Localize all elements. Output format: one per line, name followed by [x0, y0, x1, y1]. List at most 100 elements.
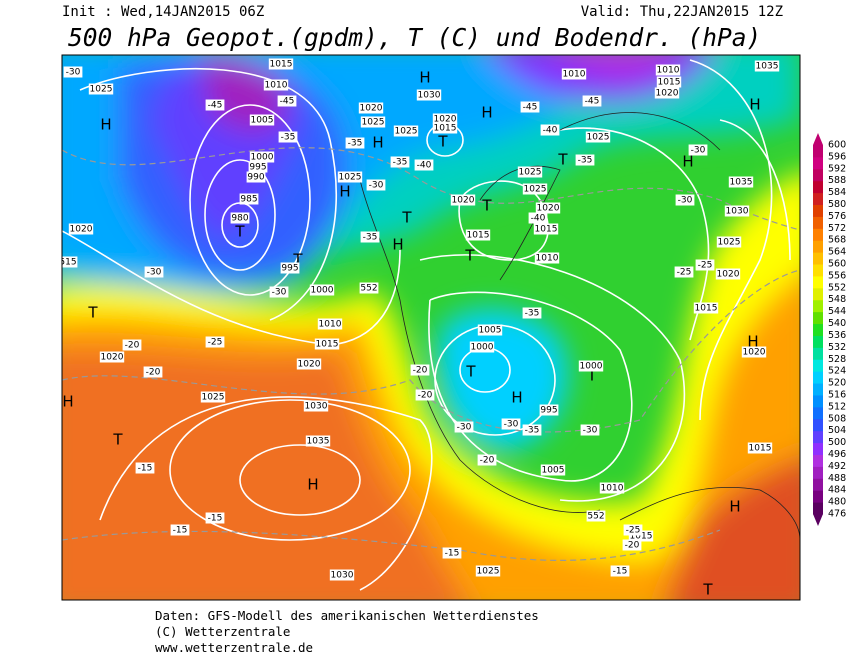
contour-label: 1030 — [331, 571, 354, 581]
colorbar-label: 500 — [828, 437, 846, 448]
colorbar-swatch — [813, 466, 823, 479]
colorbar-label: 532 — [828, 342, 846, 353]
contour-label: 1025 — [477, 567, 500, 577]
footer-line: Daten: GFS-Modell des amerikanischen Wet… — [155, 608, 539, 623]
label-box — [522, 424, 542, 436]
label-box — [575, 154, 595, 166]
contour-label: 1020 — [656, 89, 679, 99]
label-box — [277, 95, 297, 107]
label-box — [578, 360, 604, 372]
contour-label: 1000 — [580, 362, 603, 372]
contour-label: 1025 — [519, 168, 542, 178]
label-box — [416, 89, 442, 101]
contour-label: 1005 — [542, 466, 565, 476]
map-frame — [61, 54, 801, 601]
contour-label: -35 — [393, 158, 408, 168]
pressure-center: H — [682, 153, 693, 171]
colorbar-swatch — [813, 335, 823, 348]
contour-label: 1015 — [658, 78, 681, 88]
pressure-center: T — [586, 367, 597, 385]
label-box — [249, 151, 275, 163]
contour-label: 1025 — [718, 238, 741, 248]
label-box — [534, 252, 560, 264]
contour-label: 1025 — [90, 85, 113, 95]
label-box — [366, 179, 386, 191]
label-box — [754, 60, 780, 72]
colorbar-label: 556 — [828, 270, 846, 281]
label-box — [358, 102, 384, 114]
label-box — [314, 338, 340, 350]
colorbar-swatch — [813, 394, 823, 408]
contour-label: 1010 — [657, 66, 680, 76]
contour-label: -30 — [504, 420, 519, 430]
contour-label: 1020 — [360, 104, 383, 114]
pressure-center: T — [702, 581, 713, 599]
colorbar-swatch — [813, 180, 823, 194]
footer: Daten: GFS-Modell des amerikanischen Wet… — [155, 608, 539, 655]
pressure-center: H — [372, 134, 383, 152]
pressure-center: T — [87, 304, 98, 322]
label-box — [654, 87, 680, 99]
contour-label: 1025 — [339, 173, 362, 183]
colorbar-label: 580 — [828, 199, 846, 210]
contour-label: 1025 — [395, 127, 418, 137]
colorbar-label: 528 — [828, 354, 846, 365]
colorbar-label: 480 — [828, 497, 846, 508]
contour-label: -20 — [480, 456, 495, 466]
colorbar-swatch — [813, 502, 823, 515]
pressure-center: H — [339, 183, 350, 201]
label-box — [501, 418, 521, 430]
colorbar-swatch — [813, 145, 823, 158]
colorbar-swatch — [813, 287, 823, 301]
label-box — [522, 307, 542, 319]
colorbar-label: 488 — [828, 473, 846, 484]
contour-label: 990 — [247, 173, 264, 183]
colorbar-label: 584 — [828, 187, 846, 198]
footer-line: www.wetterzentrale.de — [155, 640, 313, 655]
label-box — [716, 236, 742, 248]
label-box — [135, 462, 155, 474]
colorbar-label: 496 — [828, 449, 846, 460]
contour-label: 1030 — [418, 91, 441, 101]
label-box — [599, 482, 625, 494]
label-box — [200, 391, 226, 403]
contour-label: 1010 — [601, 484, 624, 494]
label-box — [528, 212, 548, 224]
colorbar-label: 544 — [828, 306, 846, 317]
colorbar-swatch — [813, 490, 823, 503]
label-box — [540, 124, 560, 136]
label-box — [655, 64, 681, 76]
contour-label: 1010 — [319, 320, 342, 330]
colorbar-label: 588 — [828, 175, 846, 186]
contour-label: -15 — [138, 464, 153, 474]
pressure-center: H — [307, 476, 318, 494]
colorbar-swatch — [813, 359, 823, 372]
colorbar-swatch — [813, 442, 823, 455]
colorbar-label: 548 — [828, 294, 846, 305]
colorbar-label: 524 — [828, 366, 846, 377]
contour-label: 1035 — [756, 62, 779, 72]
colorbar-swatch — [813, 275, 823, 289]
contour-label: -35 — [525, 426, 540, 436]
label-box — [586, 510, 606, 522]
contour-label: 1025 — [524, 185, 547, 195]
contour-label: 1000 — [251, 153, 274, 163]
map-title: 500 hPa Geopot.(gpdm), T (C) und Bodendr… — [68, 23, 761, 52]
colorbar-swatch — [813, 204, 823, 217]
contour-label: -25 — [677, 268, 692, 278]
contour-label: 1020 — [434, 115, 457, 125]
label-box — [432, 113, 458, 125]
init-time: Init : Wed,14JAN2015 06Z — [62, 4, 264, 20]
colorbar-label: 596 — [828, 151, 846, 162]
pressure-center: T — [234, 223, 245, 241]
colorbar-label: 476 — [828, 509, 846, 520]
label-box — [442, 547, 462, 559]
label-box — [628, 530, 654, 542]
label-box — [415, 389, 435, 401]
contour-label: 552 — [360, 284, 377, 294]
pressure-center: H — [419, 69, 430, 87]
label-box — [249, 114, 275, 126]
label-box — [747, 442, 773, 454]
contour-label: 1020 — [298, 360, 321, 370]
label-box — [517, 166, 543, 178]
